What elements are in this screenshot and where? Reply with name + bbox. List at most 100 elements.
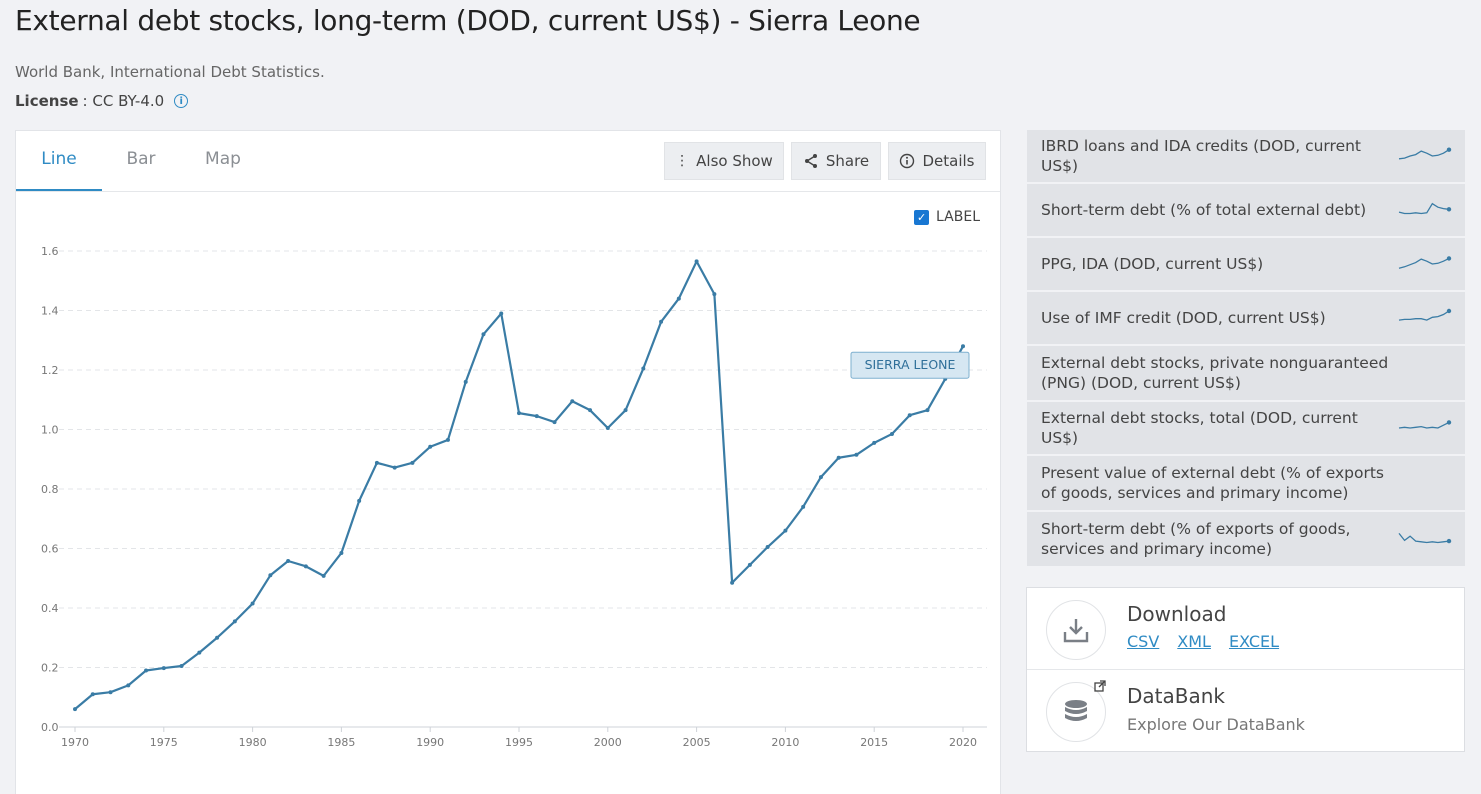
databank-subtitle: Explore Our DataBank [1127, 715, 1305, 734]
series-label: SIERRA LEONE [850, 351, 970, 379]
data-point [303, 564, 308, 569]
data-point [961, 344, 965, 349]
data-point [747, 562, 752, 567]
y-tick-label: 0.2 [41, 662, 59, 675]
data-point [108, 690, 113, 695]
data-point [197, 650, 202, 655]
y-tick-label: 0.4 [41, 602, 59, 615]
related-indicator-7[interactable]: Short-term debt (% of exports of goods, … [1027, 512, 1465, 568]
related-indicator-label: Use of IMF credit (DOD, current US$) [1041, 309, 1326, 327]
x-tick-label: 2005 [683, 736, 711, 749]
info-icon[interactable]: i [174, 94, 189, 108]
share-icon [804, 154, 817, 168]
y-tick-label: 1.2 [41, 364, 59, 377]
data-point [623, 408, 628, 413]
data-point [179, 664, 184, 669]
data-point [410, 460, 415, 465]
sparkline [1398, 532, 1452, 544]
also-show-label: Also Show [696, 152, 773, 170]
data-point [872, 440, 877, 445]
source-text: World Bank, International Debt Statistic… [15, 63, 325, 81]
share-label: Share [825, 152, 870, 170]
data-point [161, 666, 166, 671]
related-indicator-0[interactable]: IBRD loans and IDA credits (DOD, current… [1027, 130, 1465, 184]
x-tick-label: 1995 [505, 736, 533, 749]
data-point [250, 601, 255, 606]
data-point [641, 366, 646, 371]
sparkline [1398, 256, 1452, 269]
data-point [392, 465, 397, 470]
download-icon[interactable] [1046, 600, 1106, 660]
data-point [232, 619, 237, 624]
databank-card[interactable]: DataBank Explore Our DataBank [1027, 670, 1464, 752]
download-title: Download [1127, 602, 1227, 626]
data-point [268, 573, 273, 578]
label-checkbox[interactable]: ✓ [914, 209, 930, 225]
data-point [374, 460, 379, 465]
data-point [712, 292, 717, 297]
related-indicators: IBRD loans and IDA credits (DOD, current… [1027, 130, 1465, 568]
data-point [481, 332, 486, 337]
x-tick-label: 1975 [150, 736, 178, 749]
data-point [552, 420, 557, 425]
data-point [925, 408, 930, 413]
data-point [357, 498, 362, 503]
data-point [126, 683, 131, 688]
download-csv-link[interactable]: CSV [1127, 632, 1160, 651]
data-point [570, 399, 575, 404]
x-tick-label: 1990 [416, 736, 444, 749]
share-button[interactable]: Share [791, 142, 881, 180]
download-excel-link[interactable]: EXCEL [1228, 632, 1280, 651]
y-tick-label: 1.4 [41, 305, 59, 318]
data-point [339, 550, 344, 555]
details-button[interactable]: Details [888, 142, 986, 180]
tab-map[interactable]: Map [205, 149, 241, 169]
chart-panel: Line Bar Map ⋮ Also Show Share Details 0… [15, 130, 1001, 794]
database-icon[interactable] [1046, 682, 1106, 742]
related-indicator-label: External debt stocks, private nonguarant… [1041, 354, 1389, 392]
related-indicator-5[interactable]: External debt stocks, total (DOD, curren… [1027, 402, 1465, 456]
also-show-button[interactable]: ⋮ Also Show [664, 142, 784, 180]
y-tick-label: 1.0 [41, 424, 59, 437]
data-point [889, 431, 894, 436]
sparkline [1398, 202, 1452, 215]
download-xml-link[interactable]: XML [1177, 632, 1211, 651]
related-indicator-2[interactable]: PPG, IDA (DOD, current US$) [1027, 238, 1465, 292]
related-indicator-6[interactable]: Present value of external debt (% of exp… [1027, 456, 1465, 512]
data-point [321, 573, 326, 578]
data-point [676, 296, 681, 301]
series-line [74, 260, 964, 710]
data-point [783, 528, 788, 533]
series-label-text: SIERRA LEONE [865, 357, 956, 372]
data-point [215, 635, 220, 640]
data-point [836, 455, 841, 460]
related-indicator-1[interactable]: Short-term debt (% of total external deb… [1027, 184, 1465, 238]
data-point [445, 437, 450, 442]
tab-bar: Line Bar Map ⋮ Also Show Share Details [16, 131, 1000, 192]
license: License : CC BY-4.0 i [15, 92, 189, 110]
related-indicator-label: Short-term debt (% of exports of goods, … [1041, 520, 1351, 558]
sparkline [1398, 420, 1452, 429]
label-toggle[interactable]: ✓ LABEL [914, 209, 980, 225]
data-point [588, 408, 593, 413]
data-point [534, 414, 539, 419]
related-indicator-label: External debt stocks, total (DOD, curren… [1041, 409, 1358, 447]
data-point [428, 444, 433, 449]
tab-line[interactable]: Line [16, 131, 102, 191]
related-indicator-label: PPG, IDA (DOD, current US$) [1041, 255, 1264, 273]
license-value: : CC BY-4.0 [82, 92, 165, 110]
more-vertical-icon: ⋮ [675, 153, 690, 169]
related-indicator-4[interactable]: External debt stocks, private nonguarant… [1027, 346, 1465, 402]
related-indicator-label: Short-term debt (% of total external deb… [1041, 201, 1367, 219]
x-tick-label: 1980 [239, 736, 267, 749]
data-point [144, 668, 149, 673]
related-indicator-3[interactable]: Use of IMF credit (DOD, current US$) [1027, 292, 1465, 346]
x-tick-label: 2000 [594, 736, 622, 749]
tab-bar-chart[interactable]: Bar [126, 149, 156, 169]
data-point [765, 545, 770, 550]
data-point [730, 580, 735, 585]
databank-title: DataBank [1127, 684, 1225, 708]
external-link-icon [1094, 680, 1106, 692]
download-links: CSV XML EXCEL [1127, 632, 1279, 651]
data-point [818, 475, 823, 480]
